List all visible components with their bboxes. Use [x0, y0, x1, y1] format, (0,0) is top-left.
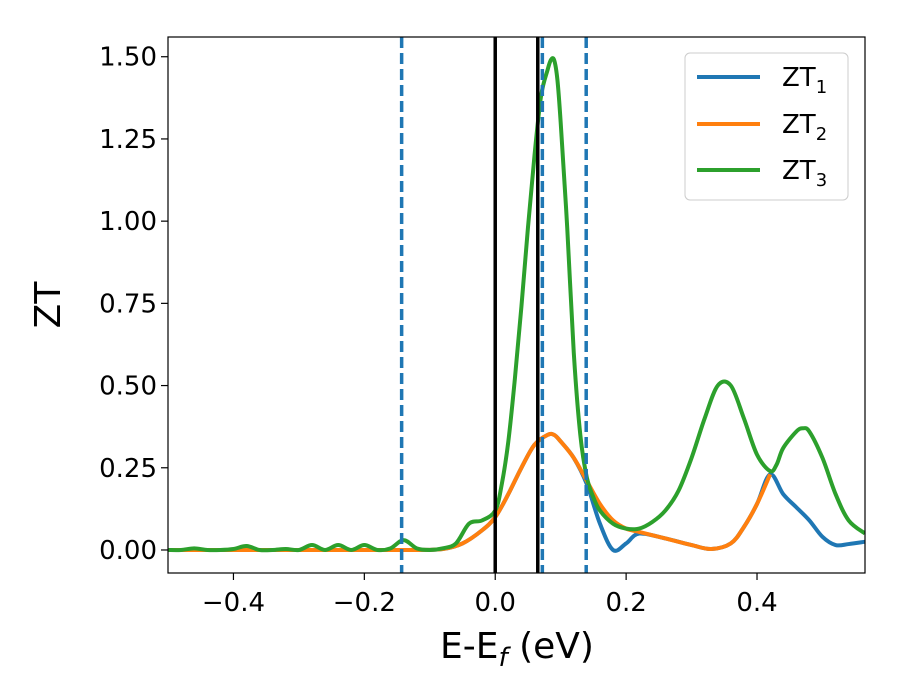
- legend-entry-zt2: ZT2: [697, 110, 827, 145]
- legend-box: [684, 52, 849, 201]
- x-tick-label: −0.4: [202, 588, 265, 618]
- legend-label-zt1-sub: 1: [816, 77, 827, 98]
- y-tick-label: 0.25: [99, 454, 157, 484]
- y-tick-label: 1.25: [99, 125, 157, 155]
- x-axis-label-unit: (eV): [508, 626, 594, 667]
- x-tick-label: 0.0: [475, 588, 516, 618]
- y-tick-label: 1.00: [99, 207, 157, 237]
- axis-ticks: −0.4 −0.2 0.0 0.2 0.4 0.00 0.25 0.50 0.75 1.00 1.2…: [99, 43, 778, 618]
- plot-area: [168, 37, 865, 573]
- series-line-zt3: [168, 56, 865, 553]
- legend-label-zt2-main: ZT: [782, 110, 816, 140]
- legend-label-zt3: ZT3: [782, 156, 827, 191]
- legend-label-zt1-main: ZT: [782, 63, 816, 93]
- legend-entry-zt1: ZT1: [697, 63, 827, 98]
- legend-entry-zt3: ZT3: [697, 156, 827, 191]
- x-axis-label: E-Ef (eV): [440, 626, 594, 673]
- legend-label-zt2: ZT2: [782, 110, 827, 145]
- legend-label-zt3-sub: 3: [816, 170, 827, 191]
- y-tick-label: 0.50: [99, 372, 157, 402]
- legend: ZT1 ZT2 ZT3: [684, 52, 849, 201]
- y-tick-label: 1.50: [99, 43, 157, 73]
- plot-frame: [167, 36, 866, 574]
- x-axis-label-main: E-E: [440, 626, 498, 667]
- legend-label-zt2-sub: 2: [816, 124, 827, 145]
- legend-label-zt3-main: ZT: [782, 156, 816, 186]
- legend-label-zt1: ZT1: [782, 63, 827, 98]
- y-axis-label: ZT: [28, 281, 69, 329]
- y-tick-label: 0.00: [99, 536, 157, 566]
- y-tick-label: 0.75: [99, 289, 157, 319]
- x-tick-label: 0.4: [736, 588, 777, 618]
- x-tick-label: 0.2: [605, 588, 646, 618]
- x-tick-label: −0.2: [333, 588, 396, 618]
